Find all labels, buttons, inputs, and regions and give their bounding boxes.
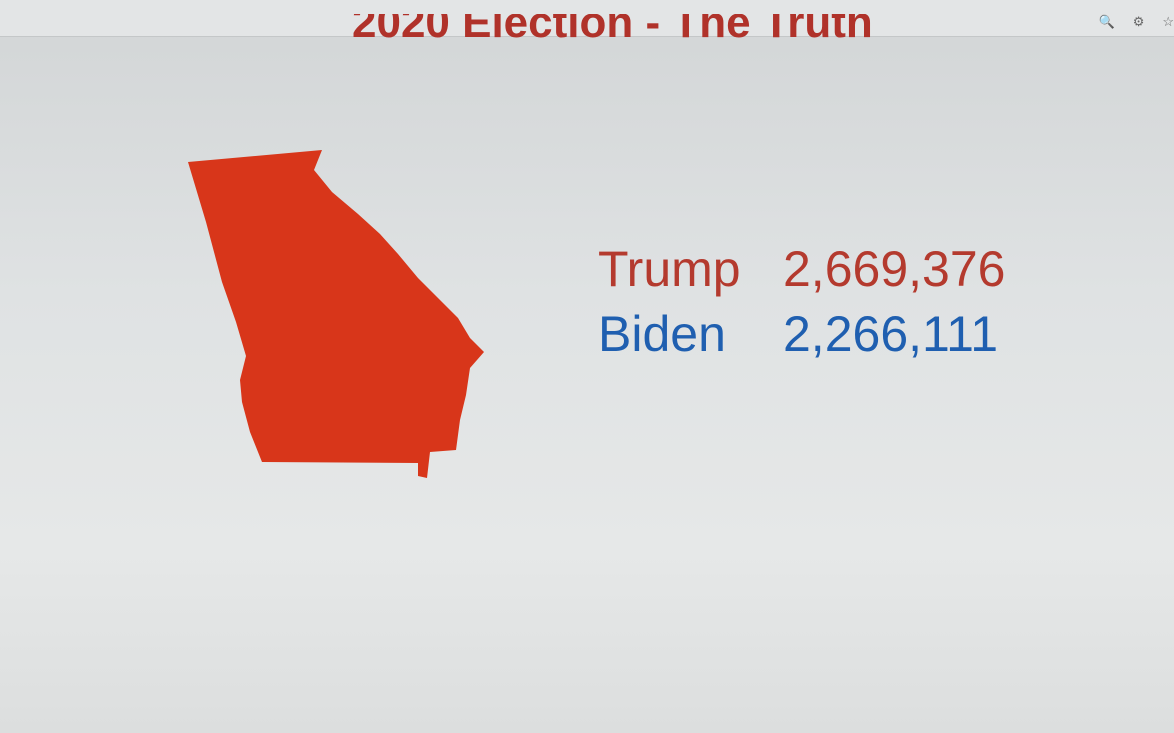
candidate-name: Trump <box>598 241 741 297</box>
star-icon[interactable]: ☆ <box>1162 14 1174 29</box>
extension-icon[interactable]: ⚙ <box>1132 14 1145 29</box>
georgia-state-shape <box>188 150 484 478</box>
page-title: 2020 Election - The Truth <box>352 14 873 46</box>
toolbar-icons: 🔍 ⚙ ☆ <box>1099 14 1174 30</box>
vote-count: 2,266,111 <box>783 306 999 362</box>
search-icon[interactable]: 🔍 <box>1098 14 1115 29</box>
vote-count: 2,669,376 <box>783 241 1006 297</box>
candidate-name: Biden <box>598 306 726 362</box>
browser-toolbar: 🔍 ⚙ ☆ <box>0 0 1174 37</box>
